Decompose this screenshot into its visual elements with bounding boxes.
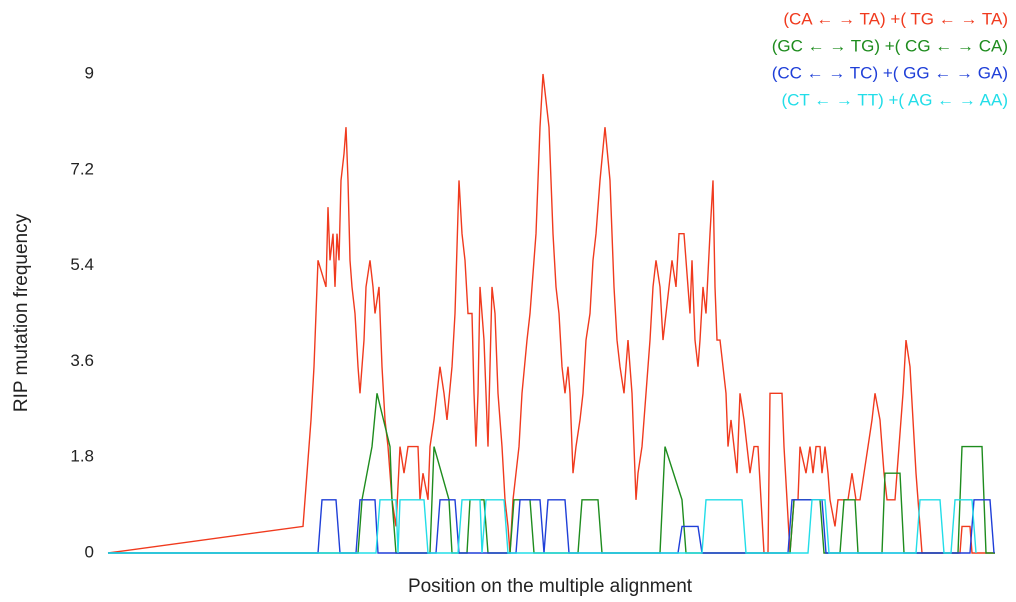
legend-entry: (CT ← → TT) +( AG ← → AA) [781,90,1008,109]
series-line [108,499,995,554]
legend-entry: (GC ← → TG) +( CG ← → CA) [772,36,1008,55]
series-line [108,393,995,554]
y-tick-label: 3.6 [70,351,94,370]
legend-entry: (CC ← → TC) +( GG ← → GA) [772,63,1008,82]
y-tick-label: 9 [85,63,94,82]
y-tick-label: 0 [85,542,94,561]
legend-entry: (CA ← → TA) +( TG ← → TA) [783,9,1008,28]
series-line [107,73,995,554]
y-tick-label: 7.2 [70,159,94,178]
y-axis-label: RIP mutation frequency [11,213,32,412]
y-tick-label: 1.8 [70,447,94,466]
y-tick-label: 5.4 [70,255,94,274]
x-axis-label: Position on the multiple alignment [408,576,693,597]
series-line [108,499,977,554]
